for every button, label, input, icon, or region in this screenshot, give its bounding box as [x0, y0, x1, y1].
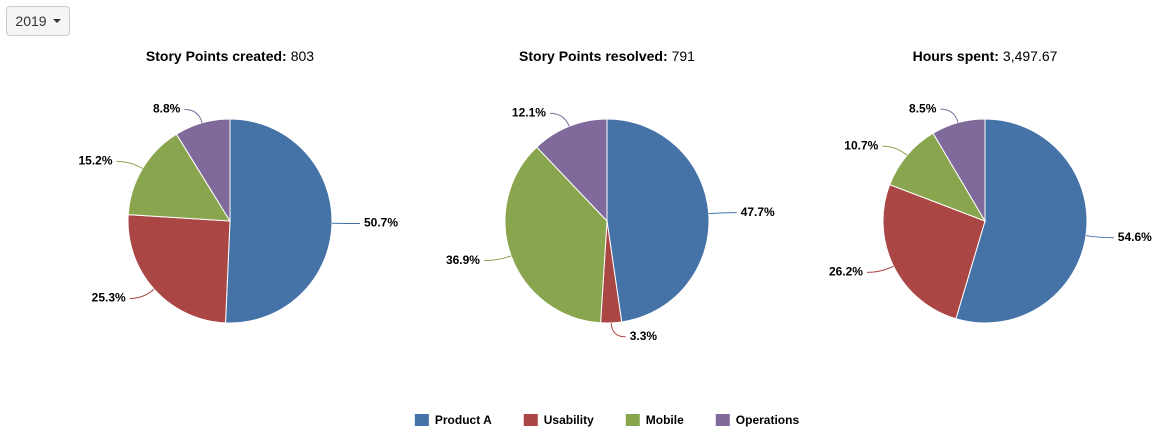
data-label: 50.7%	[364, 216, 398, 230]
title-total: 3,497.67	[1003, 48, 1058, 64]
chart-title: Story Points resolved: 791	[519, 48, 695, 64]
connector	[940, 108, 959, 123]
data-label: 54.6%	[1118, 230, 1152, 244]
data-label: 26.2%	[829, 265, 863, 279]
legend-item[interactable]: Usability	[523, 413, 594, 427]
connector	[866, 265, 894, 273]
data-label: 10.7%	[844, 138, 878, 152]
data-label: 12.1%	[512, 105, 546, 119]
legend-swatch	[414, 414, 429, 426]
title-label: Story Points resolved:	[519, 48, 668, 64]
title-total: 803	[291, 48, 315, 64]
data-label: 8.5%	[909, 101, 937, 115]
year-dropdown[interactable]: 2019	[6, 6, 70, 36]
pie-slice	[175, 118, 231, 223]
legend-swatch	[523, 414, 538, 426]
legend-item[interactable]: Operations	[715, 413, 800, 427]
pie-slice	[889, 132, 987, 222]
connector	[708, 212, 737, 215]
chart-title: Story Points created: 803	[146, 48, 314, 64]
data-label: 47.7%	[741, 205, 775, 219]
connector	[1085, 235, 1114, 239]
year-label: 2019	[15, 13, 47, 29]
pie-slice	[932, 118, 986, 223]
data-label: 8.8%	[153, 102, 181, 116]
data-label: 36.9%	[446, 253, 480, 267]
legend-swatch	[625, 414, 640, 426]
legend-label: Product A	[435, 413, 492, 427]
legend-item[interactable]: Product A	[414, 413, 492, 427]
pie-slice	[127, 214, 231, 324]
legend-swatch	[715, 414, 730, 426]
connector	[549, 112, 570, 127]
connector	[129, 288, 155, 300]
connector	[882, 145, 908, 156]
chart-title: Hours spent: 3,497.67	[913, 48, 1058, 64]
legend-label: Mobile	[646, 413, 684, 427]
connector	[116, 160, 143, 169]
data-label: 3.3%	[630, 329, 658, 343]
connector	[483, 255, 512, 262]
connector	[610, 322, 626, 338]
legend-label: Operations	[736, 413, 800, 427]
caret	[52, 19, 61, 23]
pie-slice	[606, 118, 710, 323]
title-label: Hours spent:	[913, 48, 999, 64]
title-total: 791	[672, 48, 696, 64]
legend-label: Usability	[544, 413, 594, 427]
data-label: 25.3%	[92, 291, 126, 305]
title-label: Story Points created:	[146, 48, 287, 64]
connector	[184, 108, 203, 124]
legend-item[interactable]: Mobile	[625, 413, 684, 427]
data-label: 15.2%	[78, 153, 112, 167]
pie-slice	[224, 118, 333, 324]
pie-slice	[504, 146, 608, 324]
